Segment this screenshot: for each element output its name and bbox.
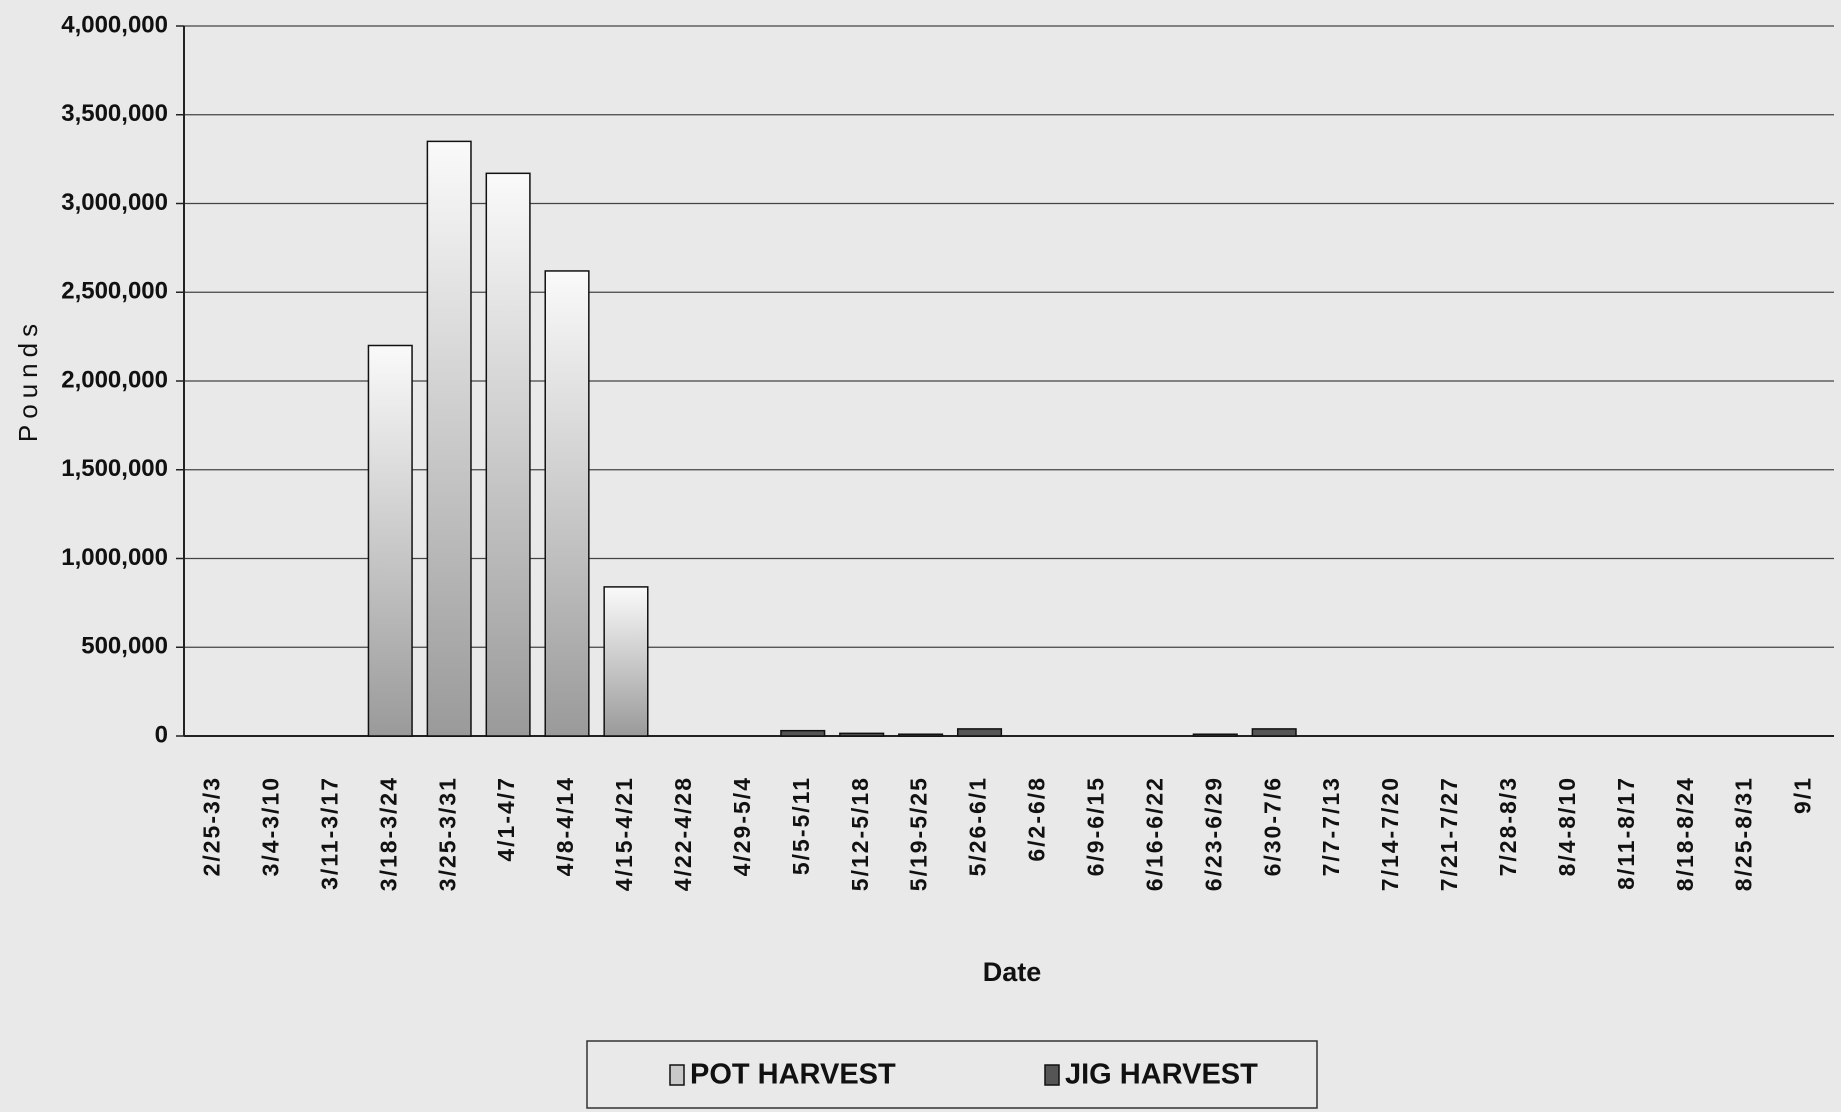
x-tick-label: 7/14-7/20: [1377, 776, 1403, 891]
y-tick-label: 1,500,000: [61, 455, 168, 482]
x-tick-label: 6/9-6/15: [1082, 776, 1108, 876]
x-tick-label: 2/25-3/3: [199, 776, 225, 876]
legend-swatch: [669, 1064, 685, 1086]
x-tick-label: 5/26-6/1: [965, 776, 991, 876]
x-tick-label: 4/15-4/21: [611, 776, 637, 891]
x-tick-label: 6/2-6/8: [1024, 776, 1050, 862]
bar: [544, 270, 590, 737]
x-tick-label: 5/12-5/18: [847, 776, 873, 891]
legend-swatch: [1044, 1064, 1060, 1086]
x-tick-label: 7/28-8/3: [1495, 776, 1521, 876]
y-tick-label: 4,000,000: [61, 11, 168, 38]
x-tick-label: 6/16-6/22: [1141, 776, 1167, 891]
x-tick-label: 3/18-3/24: [375, 776, 401, 891]
bar: [839, 732, 885, 737]
y-tick-label: 0: [155, 721, 168, 748]
bar: [603, 586, 649, 737]
x-tick-label: 4/8-4/14: [552, 776, 578, 876]
x-tick-label: 8/25-8/31: [1731, 776, 1757, 891]
bar: [1192, 733, 1238, 737]
x-tick-label: 8/4-8/10: [1554, 776, 1580, 876]
bar: [898, 733, 944, 737]
y-axis-title: Pounds: [13, 318, 43, 442]
legend-box: [586, 1040, 1318, 1109]
x-tick-label: 4/1-4/7: [493, 776, 519, 862]
y-tick-label: 1,000,000: [61, 544, 168, 571]
y-tick-label: 2,000,000: [61, 366, 168, 393]
bar: [426, 140, 472, 737]
x-tick-label: 6/23-6/29: [1200, 776, 1226, 891]
x-tick-label: 3/25-3/31: [434, 776, 460, 891]
legend-label: POT HARVEST: [690, 1059, 896, 1091]
x-tick-label: 8/11-8/17: [1613, 776, 1639, 890]
legend-label: JIG HARVEST: [1065, 1059, 1258, 1091]
x-tick-label: 4/22-4/28: [670, 776, 696, 891]
x-tick-label: 8/18-8/24: [1672, 776, 1698, 891]
bar: [956, 728, 1003, 737]
y-tick-label: 3,000,000: [61, 189, 168, 216]
bar: [1251, 728, 1297, 737]
x-tick-label: 5/5-5/11: [788, 776, 814, 875]
bar: [367, 344, 413, 737]
x-tick-label: 6/30-7/6: [1259, 776, 1285, 876]
x-tick-label: 3/4-3/10: [257, 776, 283, 876]
x-tick-label: 9/1: [1790, 776, 1816, 814]
x-tick-label: 3/11-3/17: [316, 776, 342, 890]
y-tick-label: 3,500,000: [61, 100, 168, 127]
x-tick-label: 7/21-7/27: [1436, 776, 1462, 891]
x-tick-label: 4/29-5/4: [729, 776, 755, 876]
x-axis-title: Date: [983, 957, 1042, 987]
bar: [780, 729, 826, 737]
y-tick-label: 500,000: [81, 633, 168, 660]
x-tick-label: 5/19-5/25: [906, 776, 932, 891]
bar: [485, 172, 531, 737]
x-tick-label: 7/7-7/13: [1318, 776, 1344, 876]
y-tick-label: 2,500,000: [61, 278, 168, 305]
